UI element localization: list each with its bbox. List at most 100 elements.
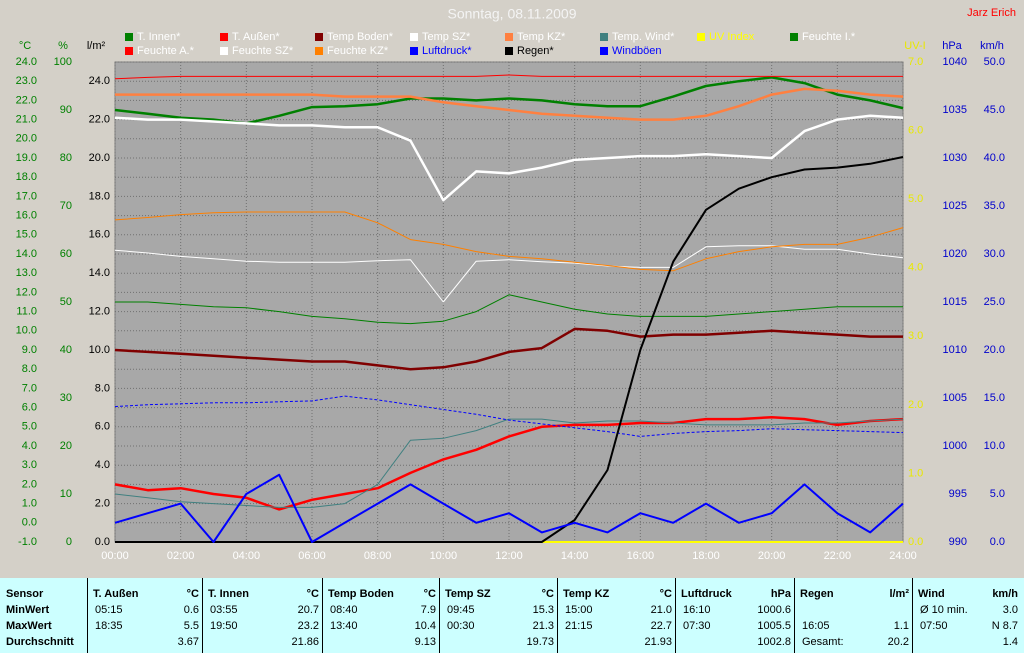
cell-value: 21.86 <box>291 636 319 648</box>
axis-title: % <box>58 40 68 52</box>
y-tick-label: 5.0 <box>908 193 923 205</box>
y-tick-label: 16.0 <box>16 210 37 222</box>
cell-value: 22.7 <box>650 620 672 632</box>
x-tick-label: 08:00 <box>364 550 392 562</box>
y-tick-label: 5.0 <box>990 488 1005 500</box>
cell-time: 15:00 <box>565 604 593 616</box>
cell-value: 9.13 <box>414 636 436 648</box>
axis-title: km/h <box>980 40 1004 52</box>
table-corner: Sensor <box>6 588 44 600</box>
cell-value: 10.4 <box>414 620 436 632</box>
column-header: Temp KZ <box>563 588 610 600</box>
column-unit: km/h <box>992 588 1018 600</box>
y-tick-label: 0.0 <box>908 536 923 548</box>
column-separator <box>794 578 795 653</box>
cell-time: 07:30 <box>683 620 711 632</box>
cell-time: 16:05 <box>802 620 830 632</box>
legend-label: Feuchte I.* <box>802 31 856 43</box>
row-label: MinWert <box>6 604 50 616</box>
legend-label: Windböen <box>612 45 662 57</box>
y-tick-label: 10.0 <box>89 344 110 356</box>
column-unit: °C <box>541 588 554 600</box>
column-separator <box>322 578 323 653</box>
cell-time: 05:15 <box>95 604 123 616</box>
legend-label: Feuchte A.* <box>137 45 195 57</box>
cell-value: 1005.5 <box>757 620 791 632</box>
y-tick-label: 8.0 <box>95 382 110 394</box>
column-header: Temp Boden <box>328 588 394 600</box>
legend-swatch <box>220 47 228 55</box>
y-tick-label: 7.0 <box>908 56 923 68</box>
y-tick-label: 1035 <box>943 104 967 116</box>
y-tick-label: 12.0 <box>16 286 37 298</box>
cell-time: 18:35 <box>95 620 123 632</box>
x-tick-label: 14:00 <box>561 550 589 562</box>
series-line <box>114 245 904 303</box>
y-tick-label: 3.0 <box>22 459 37 471</box>
y-tick-label: 8.0 <box>22 363 37 375</box>
x-tick-label: 04:00 <box>233 550 261 562</box>
column-unit: hPa <box>770 588 791 600</box>
y-tick-label: 1000 <box>943 440 967 452</box>
series-line <box>115 87 904 121</box>
y-tick-label: 0.0 <box>22 517 37 529</box>
y-tick-label: 17.0 <box>16 190 37 202</box>
y-tick-label: 45.0 <box>984 104 1005 116</box>
y-tick-label: 1.0 <box>22 498 37 510</box>
x-tick-label: 02:00 <box>167 550 195 562</box>
legend-label: Temp. Wind* <box>612 31 675 43</box>
y-tick-label: 25.0 <box>984 296 1005 308</box>
cell-value: 21.3 <box>532 620 554 632</box>
legend-swatch <box>790 33 798 41</box>
y-tick-label: 40.0 <box>984 152 1005 164</box>
legend-label: Temp Boden* <box>327 31 394 43</box>
x-tick-label: 06:00 <box>298 550 326 562</box>
y-tick-label: 6.0 <box>908 124 923 136</box>
legend-swatch <box>220 33 228 41</box>
y-tick-label: 1020 <box>943 248 967 260</box>
row-label: Durchschnitt <box>6 636 74 648</box>
cell-time: 19:50 <box>210 620 238 632</box>
y-tick-label: 14.0 <box>89 267 110 279</box>
column-separator <box>912 578 913 653</box>
y-tick-label: 40 <box>60 344 72 356</box>
y-tick-label: 1005 <box>943 392 967 404</box>
column-unit: °C <box>186 588 199 600</box>
y-tick-label: 1030 <box>943 152 967 164</box>
legend-swatch <box>600 33 608 41</box>
chart-title: Sonntag, 08.11.2009 <box>448 6 577 22</box>
legend-swatch <box>315 47 323 55</box>
y-tick-label: 2.0 <box>95 498 110 510</box>
y-tick-label: 90 <box>60 104 72 116</box>
y-tick-label: 100 <box>54 56 72 68</box>
column-header: Regen <box>800 588 834 600</box>
y-tick-label: 10 <box>60 488 72 500</box>
column-separator <box>675 578 676 653</box>
cell-value: 1000.6 <box>757 604 791 616</box>
y-tick-label: 9.0 <box>22 344 37 356</box>
y-tick-label: 6.0 <box>22 402 37 414</box>
y-tick-label: 18.0 <box>16 171 37 183</box>
legend-label: Feuchte KZ* <box>327 45 389 57</box>
legend-label: T. Außen* <box>232 31 280 43</box>
y-tick-label: 2.0 <box>908 399 923 411</box>
y-tick-label: 22.0 <box>89 114 110 126</box>
y-tick-label: 5.0 <box>22 421 37 433</box>
axis-title: UV-I <box>904 40 925 52</box>
axis-title: °C <box>19 40 31 52</box>
column-header: Temp SZ <box>445 588 491 600</box>
series-line <box>114 473 904 543</box>
legend-swatch <box>505 47 513 55</box>
column-separator <box>439 578 440 653</box>
cell-time: 08:40 <box>330 604 358 616</box>
y-tick-label: 10.0 <box>984 440 1005 452</box>
y-tick-label: 10.0 <box>16 325 37 337</box>
cell-value: 20.7 <box>297 604 319 616</box>
y-tick-label: 23.0 <box>16 75 37 87</box>
y-tick-label: 4.0 <box>22 440 37 452</box>
cell-value: 21.93 <box>644 636 672 648</box>
y-tick-label: 24.0 <box>89 75 110 87</box>
y-tick-label: 30.0 <box>984 248 1005 260</box>
series-line <box>114 114 904 202</box>
